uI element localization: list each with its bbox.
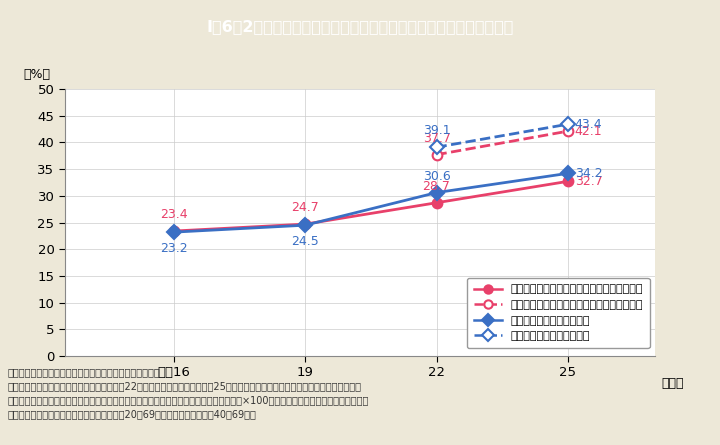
Legend: 子宮がん（子宮頸がん）検診（過去１年間）, 子宮がん（子宮頸がん）検診（過去２年間）, 乳がん検診（過去１年間）, 乳がん検診（過去２年間）: 子宮がん（子宮頸がん）検診（過去１年間）, 子宮がん（子宮頸がん）検診（過去２年… (467, 278, 649, 348)
Text: I－6－2図　子宮がん（子宮頸がん）及び乳がん検診の受診率の推移: I－6－2図 子宮がん（子宮頸がん）及び乳がん検診の受診率の推移 (207, 19, 513, 34)
Text: 43.4: 43.4 (575, 118, 603, 131)
Text: （%）: （%） (24, 68, 50, 81)
Text: 37.7: 37.7 (423, 132, 451, 145)
Text: 24.5: 24.5 (292, 235, 319, 248)
Text: 23.2: 23.2 (161, 242, 188, 255)
Text: 42.1: 42.1 (575, 125, 603, 138)
Text: 23.4: 23.4 (161, 208, 188, 221)
Text: 24.7: 24.7 (292, 202, 319, 214)
Text: 32.7: 32.7 (575, 175, 603, 188)
Text: 30.6: 30.6 (423, 170, 451, 183)
Text: 34.2: 34.2 (575, 167, 603, 180)
Text: （年）: （年） (661, 377, 683, 390)
Text: （備考）１．厚生労働省「国民生活基礎調査」より作成。
　　　　２．子宮がん検診については，平成22年までは「子宮がん検診」，25年は「子宮がん（子宮頸がん）検診: （備考）１．厚生労働省「国民生活基礎調査」より作成。 ２．子宮がん検診については… (7, 367, 369, 419)
Text: 39.1: 39.1 (423, 125, 450, 138)
Text: 28.7: 28.7 (423, 180, 451, 193)
